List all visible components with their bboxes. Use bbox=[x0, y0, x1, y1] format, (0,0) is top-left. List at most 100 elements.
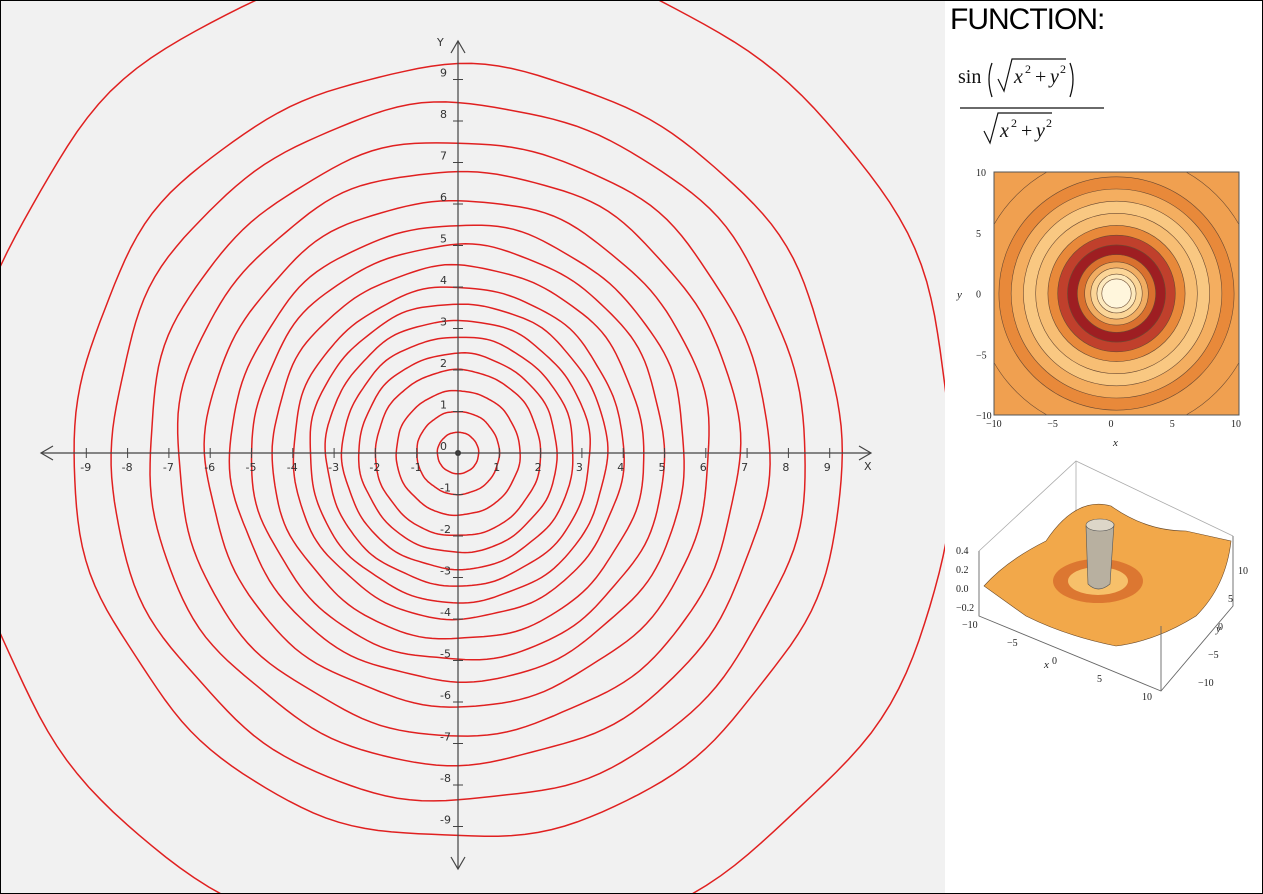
filled-contour-band bbox=[1101, 278, 1132, 309]
side-panel: FUNCTION: sin x 2 + y 2 x 2 + y 2 −10 −5 0… bbox=[946, 1, 1262, 893]
formula-right-paren bbox=[1069, 62, 1074, 98]
formula-den-y-exp: 2 bbox=[1046, 116, 1052, 130]
filled-contour-y-tick-label: −5 bbox=[976, 350, 987, 361]
y-tick-label: -1 bbox=[440, 482, 451, 495]
surface-x-title: x bbox=[1043, 659, 1049, 671]
formula-left-paren bbox=[988, 62, 993, 98]
formula: sin x 2 + y 2 x 2 + y 2 bbox=[958, 58, 1104, 145]
formula-numerator-radical-icon bbox=[997, 58, 1066, 93]
surface-y-ticks: 10 5 0 −5 −10 bbox=[1198, 566, 1248, 689]
y-tick-label: -9 bbox=[440, 814, 451, 827]
x-tick-label: -9 bbox=[80, 461, 91, 474]
y-tick-label: -8 bbox=[440, 772, 451, 785]
contour-plot[interactable]: -9 -8 -7 -6 -5 -4 -3 -2 -1 1 2 3 4 5 6 7 8 9 9 8 7 6 5 4 3 2 1 0 -1… bbox=[1, 1, 945, 893]
surface-x-tick-label: 0 bbox=[1052, 656, 1057, 667]
x-tick-label: 3 bbox=[576, 461, 583, 474]
contour-plot-svg: -9 -8 -7 -6 -5 -4 -3 -2 -1 1 2 3 4 5 6 7 8 9 9 8 7 6 5 4 3 2 1 0 -1… bbox=[1, 1, 945, 893]
contour-line bbox=[1, 1, 945, 893]
y-tick-label: 8 bbox=[440, 108, 447, 121]
surface-z-tick-label: 0.0 bbox=[956, 584, 969, 595]
surface-y-tick-label: 5 bbox=[1228, 594, 1233, 605]
filled-contour-x-tick-label: 5 bbox=[1170, 419, 1175, 430]
surface-z-tick-label: 0.2 bbox=[956, 565, 969, 576]
filled-contour-x-tick-label: 0 bbox=[1109, 419, 1114, 430]
filled-contour-plot: −10 −5 0 5 10 10 5 0 −5 −10 x y bbox=[956, 168, 1241, 449]
surface-y-title: y bbox=[1215, 623, 1221, 635]
filled-contour-x-title: x bbox=[1112, 437, 1118, 449]
x-tick-label: -6 bbox=[204, 461, 215, 474]
contour-lines bbox=[1, 1, 945, 893]
formula-denominator-radical-icon bbox=[983, 112, 1052, 145]
formula-den-plus: + bbox=[1021, 120, 1032, 142]
y-axis-title: Y bbox=[436, 36, 444, 49]
filled-contour-x-tick-label: −10 bbox=[986, 419, 1002, 430]
y-axis-up-arrow-icon bbox=[450, 39, 466, 54]
formula-den-y: y bbox=[1034, 120, 1045, 142]
filled-contour-y-tick-label: 0 bbox=[976, 290, 981, 301]
surface-y-tick-label: 10 bbox=[1238, 566, 1248, 577]
filled-contour-y-tick-label: 5 bbox=[976, 229, 981, 240]
x-tick-label: 5 bbox=[659, 461, 666, 474]
filled-contour-frame bbox=[993, 171, 1240, 416]
x-tick-label: -2 bbox=[369, 461, 380, 474]
formula-num-x: x bbox=[1013, 66, 1023, 88]
surface-y-tick-label: 0 bbox=[1218, 622, 1223, 633]
surface-y-tick-label: −5 bbox=[1208, 650, 1219, 661]
y-tick-label: 9 bbox=[440, 67, 447, 80]
x-tick-label: -7 bbox=[163, 461, 174, 474]
x-tick-label: 7 bbox=[741, 461, 748, 474]
y-tick-label: 3 bbox=[440, 316, 447, 329]
surface-plot: 0.4 0.2 0.0 −0.2 −10 −5 0 5 10 10 5 0 −5 −10 x y bbox=[956, 460, 1248, 703]
y-tick-label: -4 bbox=[440, 606, 451, 619]
surface-z-ticks: 0.4 0.2 0.0 −0.2 bbox=[956, 546, 974, 614]
surface-z-tick-label: 0.4 bbox=[956, 546, 969, 557]
y-tick-label: 5 bbox=[440, 233, 447, 246]
y-tick-label: -5 bbox=[440, 648, 451, 661]
x-tick-label: 2 bbox=[535, 461, 542, 474]
y-tick-label: 6 bbox=[440, 191, 447, 204]
x-tick-label: 9 bbox=[824, 461, 831, 474]
x-ticks: -9 -8 -7 -6 -5 -4 -3 -2 -1 1 2 3 4 5 6 7 8 9 bbox=[80, 448, 831, 474]
filled-contour-x-ticks: −10 −5 0 5 10 bbox=[986, 419, 1241, 430]
formula-num-y-exp: 2 bbox=[1060, 62, 1066, 76]
filled-contour-x-tick-label: 10 bbox=[1231, 419, 1241, 430]
formula-sin: sin bbox=[958, 66, 981, 88]
x-axis-left-arrow-icon bbox=[39, 445, 54, 461]
y-tick-label: 1 bbox=[440, 399, 447, 412]
surface-x-tick-label: −5 bbox=[1007, 638, 1018, 649]
y-tick-label: -7 bbox=[440, 731, 451, 744]
formula-num-x-exp: 2 bbox=[1025, 62, 1031, 76]
x-tick-label: 4 bbox=[617, 461, 624, 474]
y-tick-label: -6 bbox=[440, 689, 451, 702]
y-tick-label: 7 bbox=[440, 150, 447, 163]
formula-num-y: y bbox=[1048, 66, 1059, 88]
surface-x-tick-label: 10 bbox=[1142, 692, 1152, 703]
y-tick-label: 4 bbox=[440, 274, 447, 287]
surface-y-tick-label: −10 bbox=[1198, 678, 1214, 689]
y-tick-label: -3 bbox=[440, 565, 451, 578]
function-heading: FUNCTION: bbox=[950, 3, 1105, 36]
filled-contour-x-tick-label: −5 bbox=[1047, 419, 1058, 430]
y-tick-label: 2 bbox=[440, 357, 447, 370]
formula-den-x: x bbox=[999, 120, 1009, 142]
x-tick-label: -1 bbox=[411, 461, 422, 474]
x-axis-right-arrow-icon bbox=[858, 445, 873, 461]
filled-contour-y-title: y bbox=[956, 289, 962, 301]
x-tick-label: -3 bbox=[328, 461, 339, 474]
surface-x-tick-label: 5 bbox=[1097, 674, 1102, 685]
surface-x-ticks: −10 −5 0 5 10 bbox=[962, 620, 1152, 703]
filled-contour-y-tick-label: −10 bbox=[976, 411, 992, 422]
y-ticks: 9 8 7 6 5 4 3 2 1 0 -1 -2 -3 -4 -5 -6 -7 -8 -9 bbox=[440, 67, 463, 827]
surface-center-peak bbox=[1085, 523, 1115, 590]
x-tick-label: -4 bbox=[287, 461, 298, 474]
x-tick-label: -5 bbox=[246, 461, 257, 474]
surface-box-front bbox=[978, 536, 1234, 692]
surface-peak-top bbox=[1085, 518, 1115, 532]
formula-den-x-exp: 2 bbox=[1011, 116, 1017, 130]
x-axis-title: X bbox=[864, 460, 872, 473]
formula-num-plus: + bbox=[1035, 66, 1046, 88]
y-tick-label: 0 bbox=[440, 440, 447, 453]
y-tick-label: -2 bbox=[440, 523, 451, 536]
filled-contour-y-ticks: 10 5 0 −5 −10 bbox=[976, 168, 992, 422]
surface-z-tick-label: −0.2 bbox=[956, 603, 974, 614]
